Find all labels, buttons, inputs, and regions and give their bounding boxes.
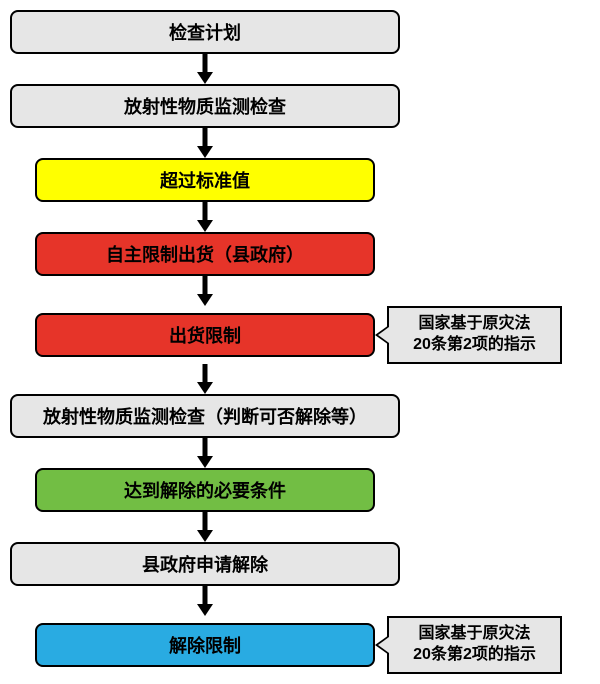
- row-shipment-restriction: 出货限制 国家基于原灾法20条第2项的指示: [10, 306, 562, 364]
- arrow: [10, 512, 400, 542]
- callout-law-basis-1: 国家基于原灾法20条第2项的指示: [387, 306, 562, 364]
- callout-law-basis-2: 国家基于原灾法20条第2项的指示: [387, 616, 562, 674]
- node-monitoring-for-release: 放射性物质监测检查（判断可否解除等）: [10, 394, 400, 438]
- arrow: [10, 586, 400, 616]
- row-release-restriction: 解除限制 国家基于原灾法20条第2项的指示: [10, 616, 562, 674]
- arrow: [10, 276, 400, 306]
- node-inspection-plan: 检查计划: [10, 10, 400, 54]
- node-apply-release: 县政府申请解除: [10, 542, 400, 586]
- node-release-restriction: 解除限制: [35, 623, 375, 667]
- flowchart-container: 检查计划 放射性物质监测检查 超过标准值 自主限制出货（县政府） 出货限制 国家…: [0, 10, 600, 674]
- arrow: [10, 54, 400, 84]
- node-radioactive-inspection: 放射性物质监测检查: [10, 84, 400, 128]
- node-voluntary-restriction: 自主限制出货（县政府）: [35, 232, 375, 276]
- arrow: [10, 128, 400, 158]
- node-shipment-restriction: 出货限制: [35, 313, 375, 357]
- arrow: [10, 438, 400, 468]
- node-exceed-standard: 超过标准值: [35, 158, 375, 202]
- arrow: [10, 202, 400, 232]
- arrow: [10, 364, 400, 394]
- node-meet-conditions: 达到解除的必要条件: [35, 468, 375, 512]
